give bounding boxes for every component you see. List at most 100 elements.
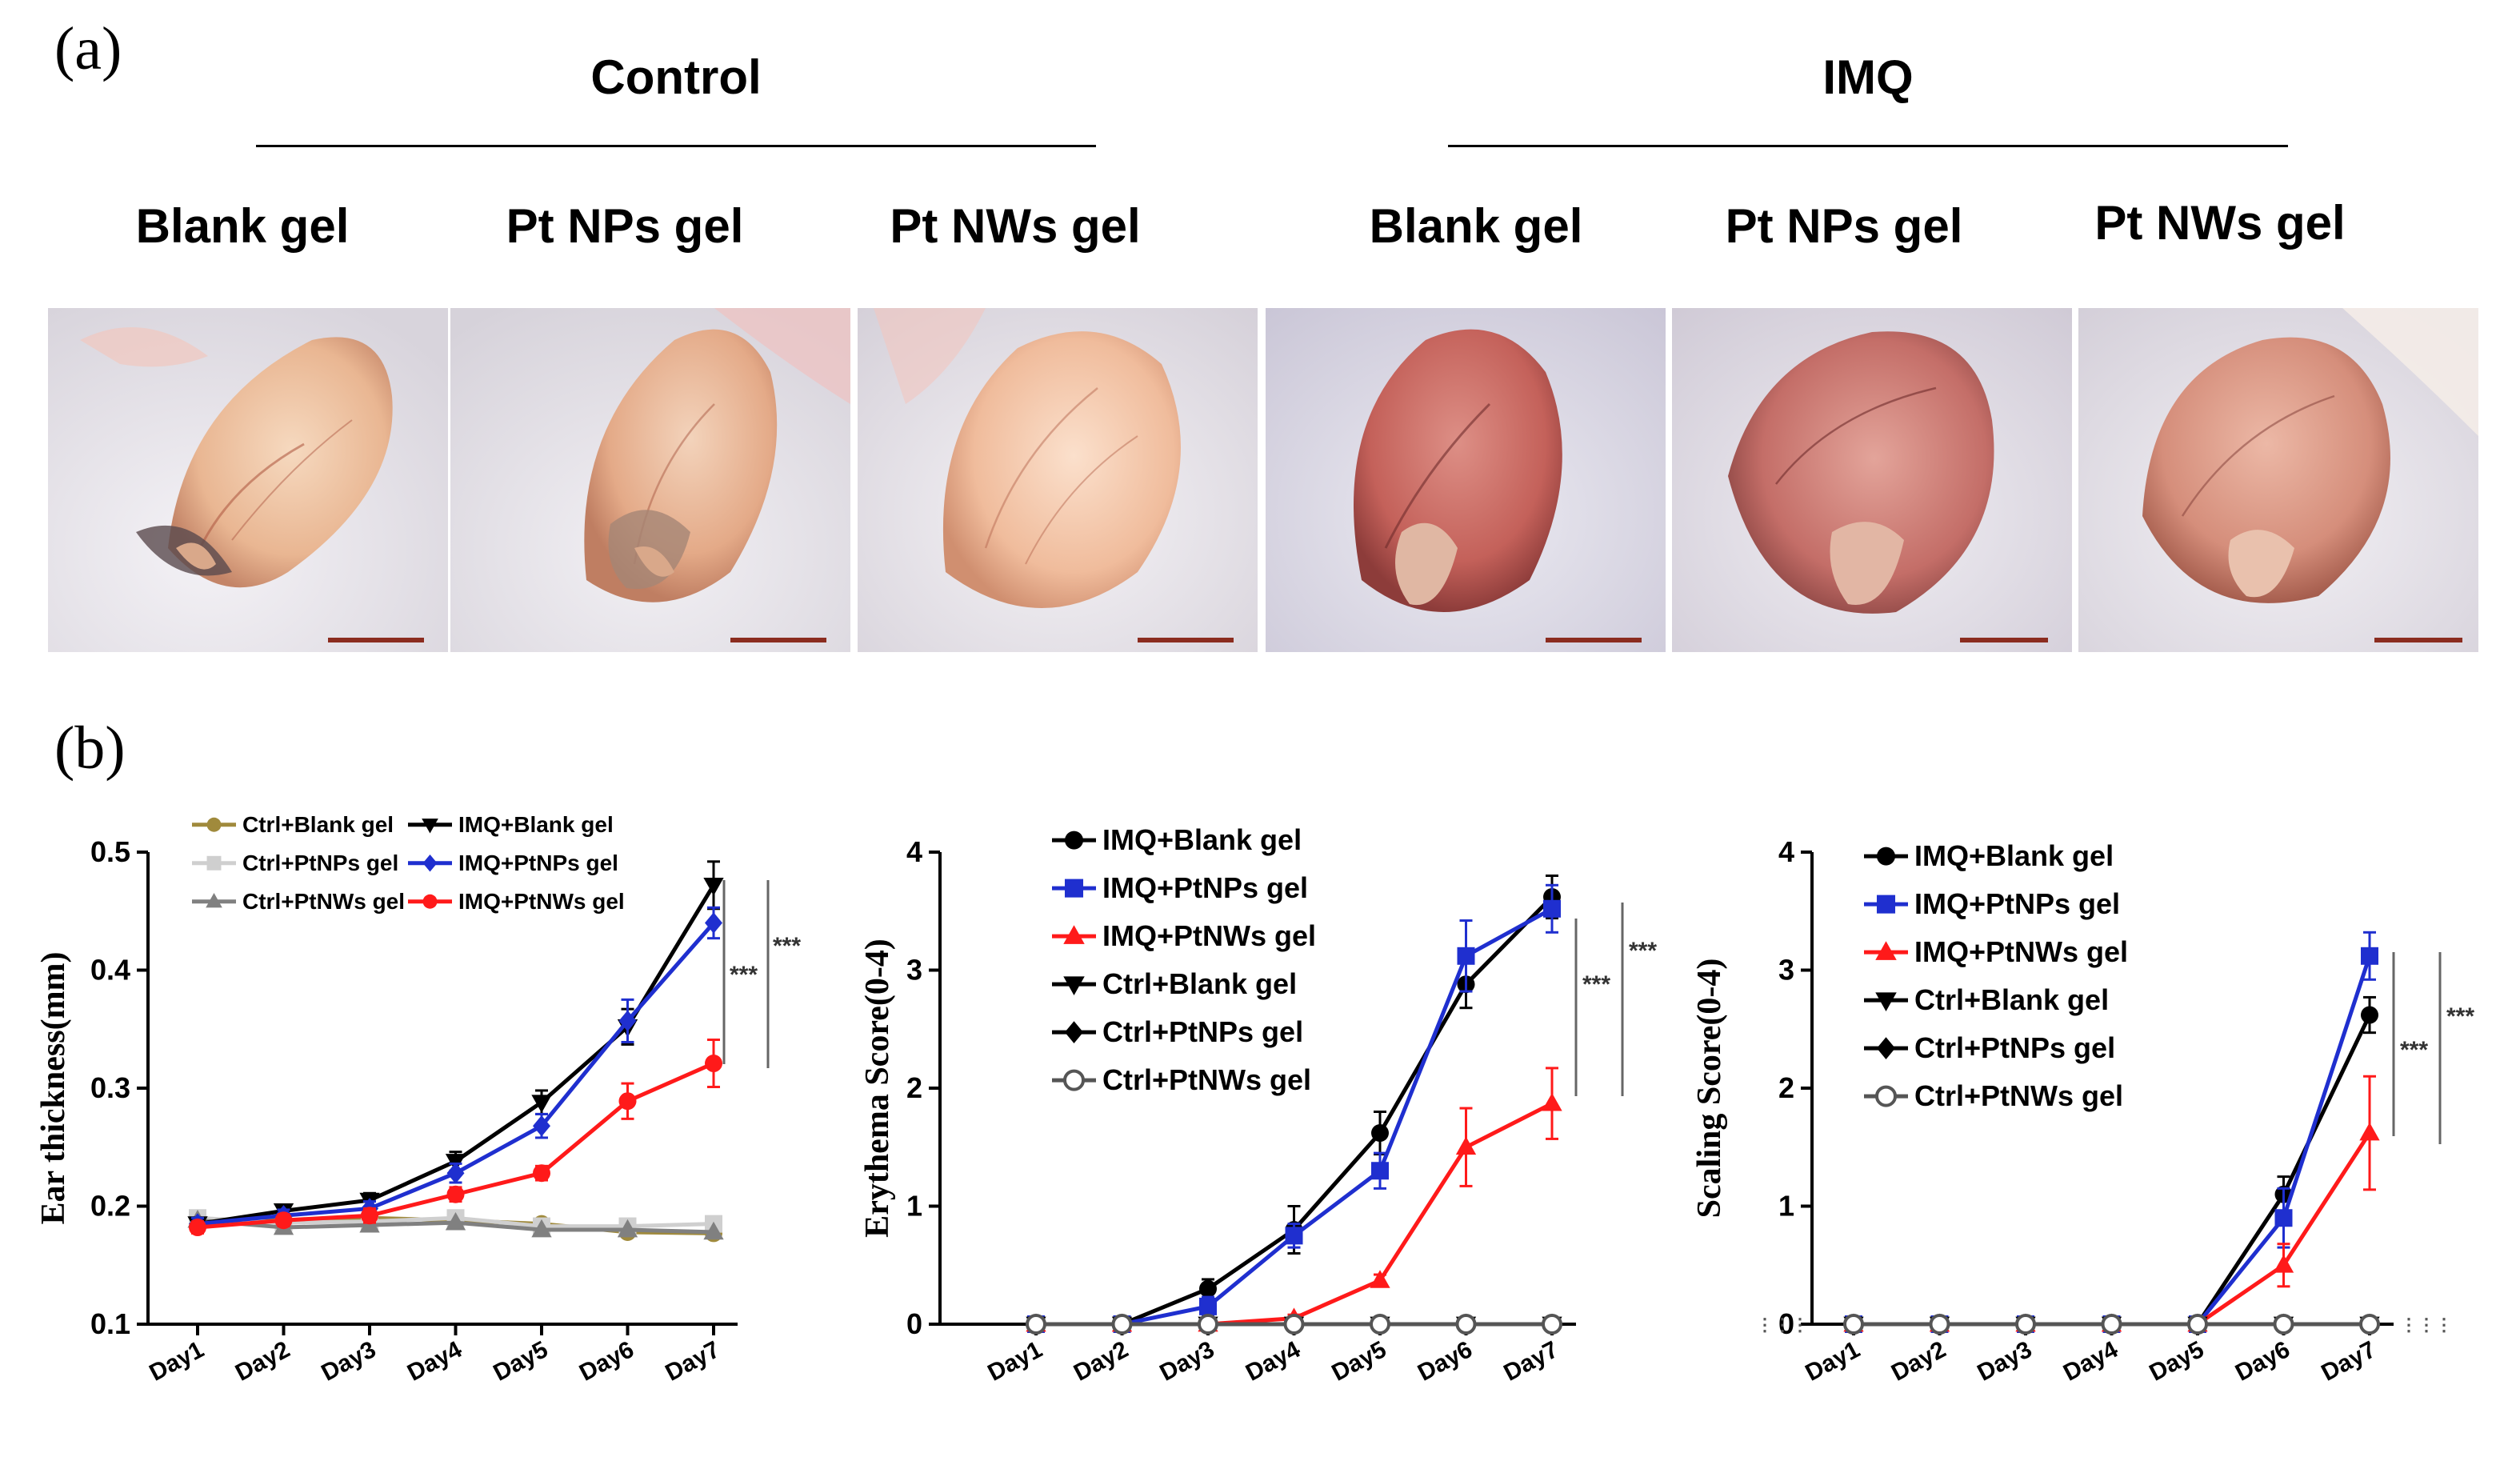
erythema-significance-label: *** (1629, 938, 1657, 964)
erythema-y-tick-label: 0 (906, 1307, 922, 1340)
ear-thickness-series-imq-ptnws-gel (189, 1039, 722, 1237)
erythema-point-ctrl-ptnws-gel (1111, 1314, 1133, 1335)
ear-thickness-point-imq-ptnws-gel (361, 1207, 378, 1225)
ear-thickness-legend-item-ctrl-ptnps-gel: Ctrl+PtNPs gel (192, 851, 398, 875)
chart-erythema-score-svg: 0 1 2 3 4 Erythema Score(0-4) Day1 Day2 Day3 Day4… (859, 823, 1657, 1387)
scaling-x-tick-label: Day6 (2231, 1336, 2294, 1387)
ear-thickness-y-tick-label: 0.5 (90, 835, 130, 868)
ear-thickness-legend-marker (422, 894, 438, 909)
erythema-point-imq-ptnws-gel (1542, 1092, 1562, 1111)
ear-thickness-legend-item-imq-blank-gel: IMQ+Blank gel (408, 812, 614, 837)
erythema-legend-label: IMQ+PtNWs gel (1102, 919, 1316, 952)
erythema-point-imq-ptnps-gel (1543, 899, 1561, 918)
erythema-x-tick-label: Day5 (1327, 1336, 1390, 1387)
group-rule-imq (1448, 145, 2288, 147)
col-title-control-ptnps: Pt NPs gel (506, 199, 744, 253)
erythema-point-ctrl-ptnws-gel (1455, 1314, 1477, 1335)
scaling-legend-label: IMQ+Blank gel (1914, 839, 2114, 872)
erythema-legend-item-imq-blank-gel: IMQ+Blank gel (1052, 823, 1302, 856)
ear-thickness-x-tick-label: Day7 (661, 1336, 724, 1387)
scaling-legend-label: IMQ+PtNPs gel (1914, 887, 2120, 920)
ear-thickness-legend-label: IMQ+Blank gel (458, 812, 614, 837)
erythema-legend-item-imq-ptnws-gel: IMQ+PtNWs gel (1052, 919, 1316, 952)
erythema-legend-marker (1062, 1069, 1086, 1091)
erythema-x-tick-label: Day3 (1155, 1336, 1218, 1387)
scaling-legend-label: Ctrl+PtNPs gel (1914, 1031, 2115, 1064)
chart-scaling-score-svg: 0 1 2 3 4 Scaling Score(0-4) Day1 Day2 Day3 Day4 D… (1691, 835, 2474, 1387)
scaling-legend-label: Ctrl+PtNWs gel (1914, 1079, 2123, 1112)
scaling-dotted-mark-right: ⋮⋮⋮ (2400, 1315, 2453, 1335)
chart-ear-thickness-svg: 0.1 0.2 0.3 0.4 0.5 Ear thickness(mm) Day1 Day2… (35, 812, 801, 1387)
erythema-x-tick-label: Day2 (1070, 1336, 1133, 1387)
erythema-legend-item-imq-ptnps-gel: IMQ+PtNPs gel (1052, 871, 1308, 904)
scaling-legend-item-ctrl-ptnps-gel: Ctrl+PtNPs gel (1864, 1031, 2115, 1064)
erythema-legend-label: IMQ+PtNPs gel (1102, 871, 1308, 904)
ear-thickness-point-imq-ptnws-gel (618, 1092, 637, 1111)
scaling-significance-label: *** (2446, 1003, 2474, 1030)
scaling-legend-label: Ctrl+Blank gel (1914, 983, 2109, 1016)
erythema-series-imq-ptnws-gel (1026, 1067, 1562, 1332)
erythema-y-tick-label: 4 (906, 835, 922, 868)
erythema-point-imq-ptnws-gel (1370, 1270, 1390, 1288)
scaling-x-tick-label: Day5 (2145, 1336, 2208, 1387)
erythema-legend-marker (1064, 1021, 1084, 1043)
chart-erythema-score: 0 1 2 3 4 Erythema Score(0-4) Day1 Day2 Day3 Day4… (848, 800, 1688, 1473)
erythema-point-imq-ptnps-gel (1457, 947, 1475, 965)
ear-thickness-point-ctrl-ptnws-gel (617, 1219, 638, 1238)
ear-thickness-legend-marker (206, 855, 222, 871)
erythema-legend-label: Ctrl+PtNWs gel (1102, 1063, 1311, 1096)
col-title-control-ptnws: Pt NWs gel (890, 199, 1141, 253)
scaling-point-imq-blank-gel (2361, 1006, 2378, 1024)
ear-thickness-x-tick-label: Day4 (403, 1336, 466, 1387)
erythema-point-imq-blank-gel (1199, 1279, 1217, 1298)
photo-imq-ptnps-gel (1672, 308, 2072, 652)
photo-imq-blank-gel (1266, 308, 1666, 652)
photo-control-blank-gel (48, 308, 448, 652)
ear-thickness-series-imq-ptnps-gel (189, 906, 722, 1235)
erythema-point-ctrl-ptnws-gel (1370, 1314, 1390, 1335)
erythema-series-ctrl-ptnws-gel (1026, 1314, 1562, 1335)
scaling-x-tick-label: Day7 (2317, 1336, 2380, 1387)
scaling-point-imq-ptnws-gel (2359, 1122, 2380, 1141)
erythema-point-ctrl-ptnws-gel (1542, 1314, 1562, 1335)
scaling-point-ctrl-ptnws-gel (2187, 1314, 2208, 1335)
group-title-imq: IMQ (1822, 50, 1914, 104)
ear-thickness-point-imq-blank-gel (703, 877, 724, 896)
col-title-imq-ptnws: Pt NWs gel (2094, 196, 2346, 250)
group-title-control: Control (590, 50, 762, 104)
erythema-legend-item-ctrl-ptnws-gel: Ctrl+PtNWs gel (1052, 1063, 1311, 1096)
scaling-legend-item-ctrl-ptnws-gel: Ctrl+PtNWs gel (1864, 1079, 2123, 1112)
scaling-y-tick-label: 1 (1778, 1190, 1794, 1223)
scaling-legend-marker (1874, 1085, 1898, 1107)
chart-ear-thickness: 0.1 0.2 0.3 0.4 0.5 Ear thickness(mm) Day1 Day2… (0, 800, 848, 1473)
scaling-point-ctrl-ptnws-gel (1843, 1314, 1864, 1335)
scaling-y-tick-label: 2 (1778, 1071, 1794, 1104)
erythema-x-tick-label: Day7 (1499, 1336, 1562, 1387)
erythema-point-ctrl-ptnws-gel (1198, 1314, 1218, 1335)
scaling-line-imq-ptnws-gel (1854, 1131, 2372, 1327)
panel-b-label: (b) (54, 714, 126, 782)
scaling-series-imq-ptnws-gel (1843, 1075, 2380, 1332)
scaling-x-tick-label: Day2 (1887, 1336, 1950, 1387)
panel-a-label: (a) (54, 15, 122, 82)
ear-thickness-legend-marker (206, 893, 222, 908)
scaling-y-tick-label: 4 (1778, 835, 1794, 868)
chart-scaling-score: 0 1 2 3 4 Scaling Score(0-4) Day1 Day2 Day3 Day4 D… (1688, 800, 2520, 1473)
scaling-x-tick-label: Day3 (1973, 1336, 2036, 1387)
erythema-legend-label: Ctrl+Blank gel (1102, 967, 1297, 1000)
ear-thickness-legend-label: Ctrl+PtNPs gel (242, 851, 398, 875)
ear-thickness-x-tick-label: Day5 (489, 1336, 552, 1387)
scaling-legend-marker (1875, 992, 1897, 1011)
ear-thickness-significance-label: *** (730, 962, 758, 988)
ear-thickness-point-ctrl-ptnws-gel (445, 1211, 466, 1231)
ear-thickness-legend-label: IMQ+PtNPs gel (458, 851, 618, 875)
erythema-legend-marker (1063, 925, 1085, 944)
erythema-point-ctrl-ptnws-gel (1283, 1314, 1305, 1335)
ear-thickness-legend-label: Ctrl+PtNWs gel (242, 889, 405, 914)
scaling-significance-label: *** (2400, 1037, 2428, 1063)
ear-thickness-point-ctrl-ptnws-gel (531, 1219, 552, 1238)
erythema-legend-marker (1064, 831, 1084, 850)
erythema-y-axis-title: Erythema Score(0-4) (859, 939, 896, 1238)
erythema-legend-item-ctrl-ptnps-gel: Ctrl+PtNPs gel (1052, 1015, 1303, 1048)
ear-thickness-y-tick-label: 0.3 (90, 1071, 130, 1104)
